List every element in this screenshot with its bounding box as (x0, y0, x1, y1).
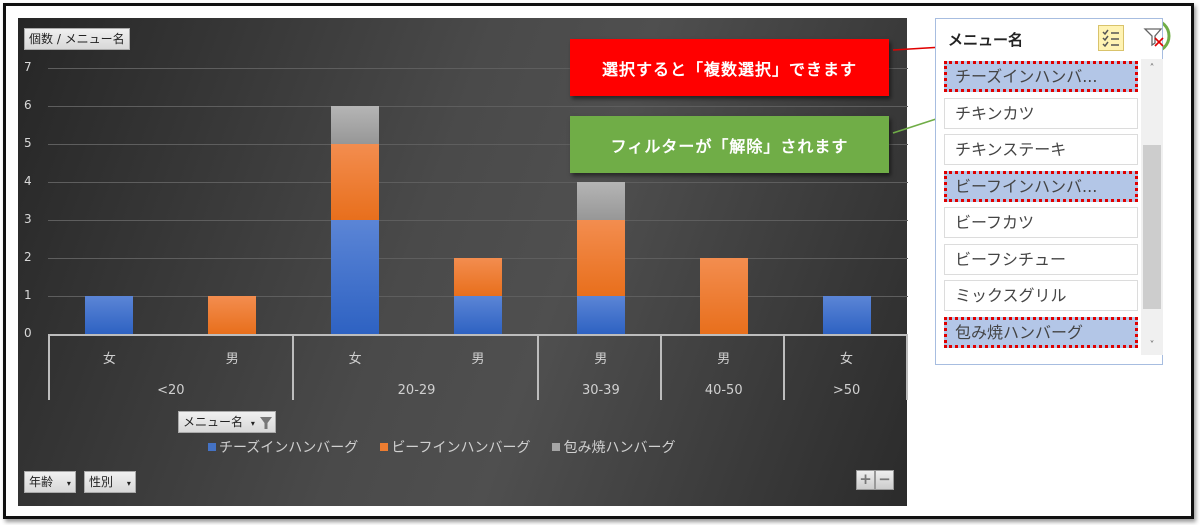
x-group-separator (48, 334, 50, 400)
y-tick-label: 7 (24, 60, 32, 74)
clear-filter-button[interactable] (1141, 24, 1167, 50)
expand-field-button[interactable]: + (856, 470, 875, 490)
gridline (48, 144, 908, 145)
legend-item[interactable]: ビーフインハンバーグ (380, 437, 530, 457)
x-group-label: >50 (832, 383, 861, 398)
slicer-item[interactable]: チーズインハンバ... (944, 61, 1138, 92)
x-sub-label: 男 (594, 352, 608, 367)
x-group-separator (291, 334, 294, 400)
x-group-label: 40-50 (704, 383, 743, 398)
slicer-item[interactable]: ミックスグリル (944, 280, 1138, 311)
bar-segment[interactable] (331, 220, 380, 334)
slicer-item[interactable]: チキンステーキ (944, 134, 1138, 165)
y-tick-label: 0 (24, 326, 32, 340)
y-tick-label: 1 (24, 288, 32, 302)
bar-segment[interactable] (331, 106, 380, 144)
x-group-separator (537, 334, 540, 400)
legend-item[interactable]: チーズインハンバーグ (208, 437, 358, 457)
x-sub-label: 女 (348, 352, 362, 367)
value-field-button[interactable]: 個数 / メニュー名 (24, 28, 130, 50)
bar-segment[interactable] (576, 220, 625, 296)
slicer-item[interactable]: ビーフシチュー (944, 243, 1138, 275)
x-axis-baseline (48, 334, 908, 336)
legend-field-button[interactable]: メニュー名 ▾ (178, 411, 276, 433)
legend-swatch-icon (208, 443, 216, 451)
filter-icon (259, 416, 272, 429)
collapse-field-button[interactable]: − (875, 470, 894, 490)
slicer-item[interactable]: ビーフカツ (944, 207, 1138, 238)
bar-segment[interactable] (208, 296, 257, 334)
slicer-item[interactable]: 包み焼ハンバーグ (944, 316, 1138, 348)
bar-segment[interactable] (576, 296, 625, 334)
clear-filter-icon (1143, 28, 1164, 47)
gridline (48, 220, 908, 221)
x-sub-label: 男 (225, 352, 239, 367)
bar-segment[interactable] (576, 182, 625, 220)
y-tick-label: 4 (24, 174, 32, 188)
bar-segment[interactable] (699, 258, 748, 334)
x-group-separator (783, 334, 786, 400)
x-group-separator (660, 334, 663, 400)
y-tick-label: 2 (24, 250, 32, 264)
bar-segment[interactable] (454, 296, 502, 334)
bar-segment[interactable] (454, 258, 502, 296)
bar-segment[interactable] (331, 144, 380, 220)
gridline (48, 106, 908, 107)
legend-label: チーズインハンバーグ (219, 440, 359, 456)
age-field-label: 年齢 (29, 475, 54, 489)
bar-segment[interactable] (85, 296, 134, 334)
legend-swatch-icon (552, 443, 561, 451)
axis-field-button-age[interactable]: 年齢 ▾ (24, 471, 76, 493)
scroll-thumb[interactable] (1143, 145, 1161, 309)
clear-filter-callout-text: フィルターが「解除」されます (610, 136, 849, 156)
x-sub-label: 女 (102, 352, 116, 367)
y-tick-label: 6 (24, 98, 32, 112)
gridline (48, 68, 908, 69)
multi-select-icon (1102, 29, 1119, 48)
slicer-title: メニュー名 (948, 31, 1024, 49)
dropdown-arrow-icon: ▾ (126, 479, 131, 488)
slicer-item[interactable]: チキンカツ (944, 97, 1138, 129)
dropdown-arrow-icon: ▾ (250, 419, 255, 428)
x-group-separator (906, 334, 908, 400)
multi-select-callout: 選択すると「複数選択」できます (570, 39, 889, 96)
legend-label: ビーフインハンバーグ (391, 440, 531, 456)
gender-field-label: 性別 (89, 475, 114, 489)
scroll-down-icon[interactable]: ˅ (1149, 340, 1155, 351)
axis-field-button-gender[interactable]: 性別 ▾ (84, 471, 136, 493)
slicer-menu-name: メニュー名 チーズインハンバ... チキンカツチキンステーキ ビーフインハンバ...… (935, 18, 1164, 365)
multi-select-button[interactable] (1098, 25, 1124, 51)
multi-select-callout-text: 選択すると「複数選択」できます (601, 59, 857, 79)
gridline (48, 182, 908, 183)
clear-filter-callout: フィルターが「解除」されます (570, 116, 889, 173)
x-group-label: 30-39 (581, 383, 620, 398)
expand-collapse-buttons: + − (856, 470, 894, 490)
pivot-chart[interactable]: 個数 / メニュー名 0 1 2 3 4 5 6 7 女 男 女 男 男 男 女 <20 20-29 30-39… (18, 18, 908, 506)
slicer-item[interactable]: ビーフインハンバ... (944, 170, 1138, 202)
scroll-up-icon[interactable]: ˄ (1149, 63, 1155, 74)
chart-legend: チーズインハンバーグ ビーフインハンバーグ 包み焼ハンバーグ (208, 437, 675, 457)
legend-swatch-icon (380, 443, 389, 451)
legend-item[interactable]: 包み焼ハンバーグ (552, 437, 675, 457)
x-group-label: 20-29 (397, 383, 436, 398)
x-sub-label: 女 (840, 352, 854, 367)
x-sub-label: 男 (471, 352, 485, 367)
slicer-scrollbar[interactable]: ˄ ˅ (1141, 59, 1163, 355)
y-tick-label: 5 (24, 136, 32, 150)
legend-label: 包み焼ハンバーグ (563, 440, 676, 456)
x-group-label: <20 (157, 383, 185, 398)
legend-field-label: メニュー名 (183, 415, 244, 429)
x-sub-label: 男 (717, 352, 731, 367)
y-tick-label: 3 (24, 212, 32, 226)
dropdown-arrow-icon: ▾ (66, 479, 71, 488)
bar-segment[interactable] (822, 296, 871, 334)
